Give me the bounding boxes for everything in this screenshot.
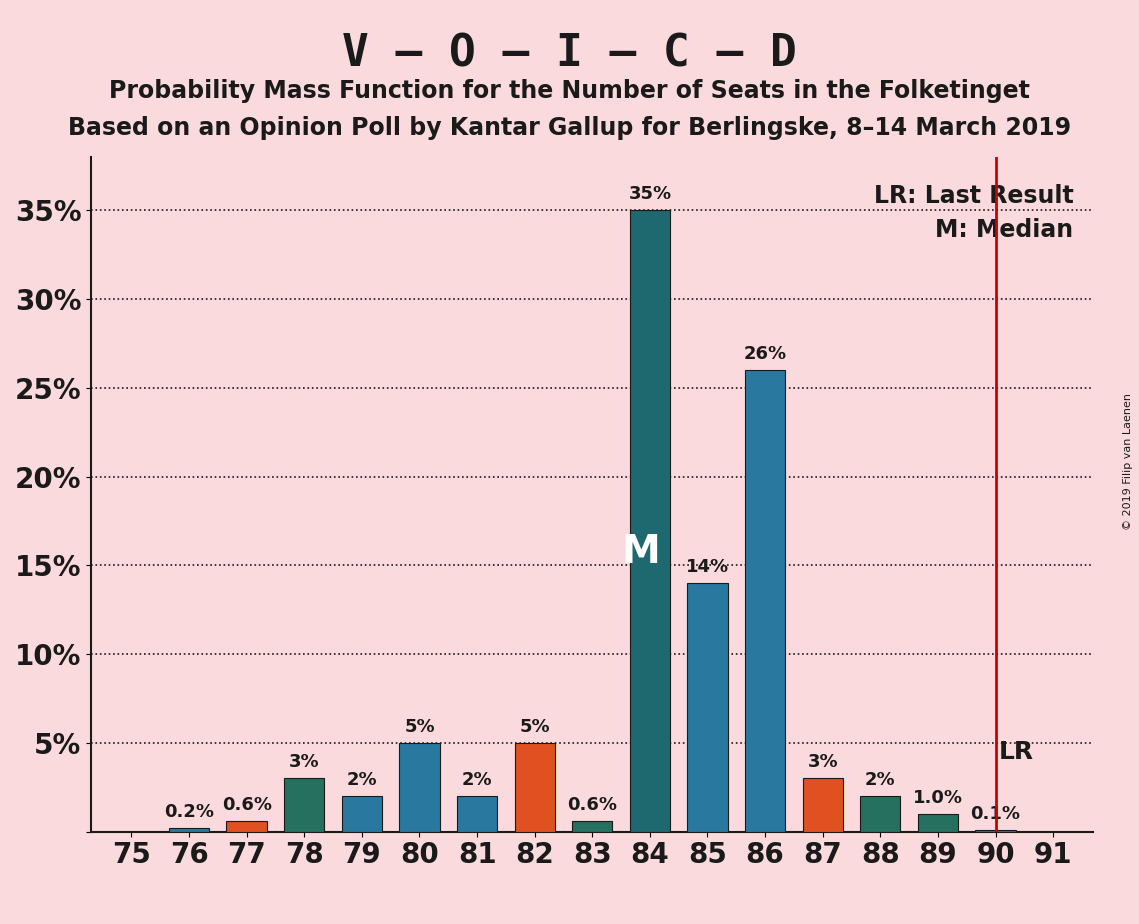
Text: 1.0%: 1.0% [912,789,962,807]
Text: 14%: 14% [686,558,729,576]
Text: M: Median: M: Median [935,218,1073,242]
Text: 3%: 3% [289,753,320,772]
Text: 0.6%: 0.6% [222,796,272,814]
Text: 0.2%: 0.2% [164,803,214,821]
Bar [745,371,785,832]
Bar [515,743,555,832]
Text: M: M [622,533,661,571]
Text: V – O – I – C – D: V – O – I – C – D [342,32,797,76]
Text: © 2019 Filip van Laenen: © 2019 Filip van Laenen [1123,394,1133,530]
Text: 0.6%: 0.6% [567,796,617,814]
Text: LR: Last Result: LR: Last Result [874,184,1073,208]
Bar [975,830,1016,832]
Bar [169,828,210,832]
Bar [284,778,325,832]
Text: 26%: 26% [744,345,787,363]
Text: LR: LR [999,740,1033,764]
Bar [918,814,958,832]
Text: 2%: 2% [865,771,895,789]
Text: 35%: 35% [629,185,672,203]
Text: 0.1%: 0.1% [970,805,1021,822]
Bar [630,211,670,832]
Bar [803,778,843,832]
Bar [860,796,901,832]
Bar [400,743,440,832]
Text: Probability Mass Function for the Number of Seats in the Folketinget: Probability Mass Function for the Number… [109,79,1030,103]
Text: Based on an Opinion Poll by Kantar Gallup for Berlingske, 8–14 March 2019: Based on an Opinion Poll by Kantar Gallu… [68,116,1071,140]
Bar [227,821,267,832]
Bar [572,821,613,832]
Text: 5%: 5% [404,718,435,736]
Bar [342,796,382,832]
Text: 3%: 3% [808,753,838,772]
Bar [687,583,728,832]
Text: 2%: 2% [346,771,377,789]
Bar [457,796,498,832]
Text: 5%: 5% [519,718,550,736]
Text: 2%: 2% [461,771,492,789]
